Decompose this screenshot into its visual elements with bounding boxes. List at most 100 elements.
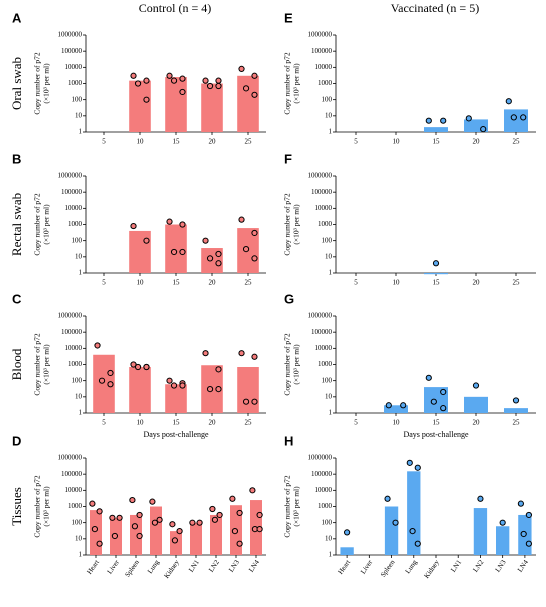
y-tick-label: 10000 xyxy=(315,344,333,352)
data-point xyxy=(209,505,216,513)
bar xyxy=(504,109,528,132)
data-point xyxy=(136,511,143,519)
y-tick-label: 100 xyxy=(72,236,83,244)
panel-letter: F xyxy=(284,151,292,166)
x-tick-label: 20 xyxy=(209,419,217,427)
data-point xyxy=(505,98,512,105)
data-point xyxy=(525,511,532,519)
data-point xyxy=(130,222,137,230)
bar xyxy=(424,273,448,275)
data-point xyxy=(236,540,243,547)
y-tick-label: 10 xyxy=(75,392,83,400)
y-tick-label: 1 xyxy=(79,409,83,417)
x-tick-label: 5 xyxy=(102,279,106,287)
bar xyxy=(129,80,151,132)
data-point xyxy=(480,126,487,133)
data-point xyxy=(251,353,258,360)
y-axis-label: (×10³ per ml) xyxy=(292,486,301,527)
data-point xyxy=(136,532,143,540)
y-tick-label: 10 xyxy=(75,111,83,119)
y-axis-label: Copy number of p72 xyxy=(283,193,292,256)
data-point xyxy=(215,250,222,258)
bar xyxy=(129,367,151,413)
y-tick-label: 1000000 xyxy=(58,312,83,320)
y-tick-label: 100000 xyxy=(311,328,333,336)
data-point xyxy=(251,255,258,262)
y-tick-label: 1 xyxy=(79,128,83,136)
x-tick-label: Liver xyxy=(106,558,122,576)
bar xyxy=(201,83,223,132)
data-point xyxy=(216,511,223,519)
data-point xyxy=(166,377,173,384)
data-point xyxy=(96,540,103,547)
data-point xyxy=(116,514,123,521)
y-tick-label: 1000 xyxy=(318,502,333,510)
y-axis-label: Copy number of p72 xyxy=(283,333,292,396)
bar xyxy=(237,367,259,413)
row-label: Rectal swab xyxy=(9,193,24,256)
y-tick-label: 100 xyxy=(322,236,333,244)
data-point xyxy=(134,363,142,371)
y-tick-label: 1 xyxy=(329,409,333,417)
data-point xyxy=(215,260,222,267)
data-point xyxy=(499,519,506,526)
x-tick-label: Spleen xyxy=(379,558,397,579)
panel-letter: C xyxy=(12,291,22,306)
data-point xyxy=(89,500,96,507)
y-tick-label: 1000 xyxy=(68,79,83,87)
bar xyxy=(237,75,259,132)
data-point xyxy=(440,405,447,412)
x-tick-label: Lung xyxy=(146,558,161,575)
data-point xyxy=(179,88,186,96)
column-title: Vaccinated (n = 5) xyxy=(391,1,479,15)
y-tick-label: 100000 xyxy=(311,47,333,55)
x-tick-label: 10 xyxy=(137,138,145,146)
data-point xyxy=(414,464,421,471)
x-tick-label: 10 xyxy=(393,138,401,146)
data-point xyxy=(179,382,186,389)
x-tick-label: 20 xyxy=(209,138,217,146)
bar xyxy=(90,510,102,555)
data-point xyxy=(215,366,222,373)
data-point xyxy=(520,530,527,538)
y-tick-label: 1 xyxy=(79,269,83,277)
data-point xyxy=(215,386,222,393)
y-tick-label: 100000 xyxy=(61,328,83,336)
data-point xyxy=(151,519,159,526)
x-tick-label: 15 xyxy=(173,279,181,287)
x-tick-label: 5 xyxy=(102,138,106,146)
y-axis-label: Copy number of p72 xyxy=(33,193,42,256)
x-tick-label: 20 xyxy=(473,279,481,287)
data-point xyxy=(176,528,183,535)
x-tick-label: 10 xyxy=(393,279,401,287)
data-point xyxy=(251,398,258,405)
data-point xyxy=(400,402,407,409)
data-point xyxy=(202,77,209,84)
panel-letter: B xyxy=(12,151,21,166)
data-point xyxy=(251,72,258,79)
y-axis-label: (×10³ per ml) xyxy=(292,344,301,385)
data-point xyxy=(229,495,236,502)
x-tick-label: 15 xyxy=(433,138,441,146)
y-tick-label: 1000000 xyxy=(308,454,333,462)
data-point xyxy=(170,382,178,389)
y-tick-label: 1 xyxy=(329,551,333,559)
data-point xyxy=(171,537,179,544)
data-point xyxy=(189,519,196,526)
y-tick-label: 100000 xyxy=(311,470,333,478)
x-axis-label: Days post-challenge xyxy=(143,430,209,439)
y-axis-label: (×10³ per ml) xyxy=(292,204,301,245)
y-tick-label: 100 xyxy=(72,518,83,526)
y-tick-label: 10 xyxy=(325,534,333,542)
data-point xyxy=(517,500,524,507)
x-tick-label: 20 xyxy=(473,138,481,146)
data-point xyxy=(236,509,243,517)
bar xyxy=(340,547,354,555)
y-axis-label: (×10³ per ml) xyxy=(42,63,51,104)
data-point xyxy=(238,65,245,73)
y-axis-label: (×10³ per ml) xyxy=(42,486,51,527)
data-point xyxy=(465,115,472,122)
data-point xyxy=(215,82,222,90)
panel-letter: A xyxy=(12,10,22,25)
data-point xyxy=(238,216,245,223)
